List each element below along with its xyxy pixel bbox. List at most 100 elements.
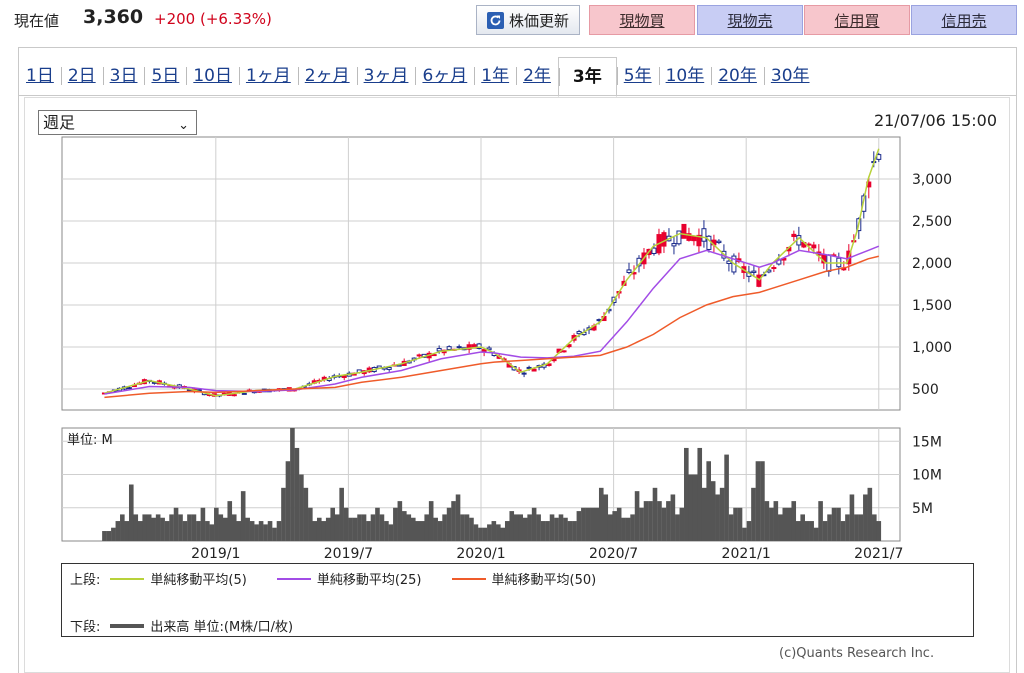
tab-5[interactable]: 1ヶ月 — [238, 57, 298, 95]
volume-bar — [858, 514, 864, 541]
volume-bar — [361, 514, 367, 541]
volume-bar — [214, 507, 219, 541]
refresh-price-button[interactable]: 株価更新 — [476, 5, 580, 35]
volume-bar — [482, 527, 488, 541]
tab-4[interactable]: 10日 — [186, 57, 239, 95]
x-tick-label: 2020/1 — [456, 546, 505, 562]
volume-bar — [518, 514, 524, 541]
candle-body — [386, 366, 392, 370]
candle-body — [716, 240, 722, 244]
cash-buy-button[interactable]: 現物買 — [589, 5, 695, 35]
volume-bar — [536, 514, 541, 541]
refresh-icon — [486, 11, 504, 29]
volume-bar — [675, 514, 680, 541]
tab-3[interactable]: 5日 — [144, 57, 186, 95]
margin-buy-button[interactable]: 信用買 — [804, 5, 910, 35]
volume-bar — [410, 517, 416, 541]
tab-1[interactable]: 2日 — [60, 57, 103, 95]
volume-bar — [572, 521, 577, 541]
volume-bar — [764, 501, 770, 541]
volume-bar — [218, 514, 224, 541]
candle-body — [751, 270, 757, 273]
tab-0[interactable]: 1日 — [26, 66, 54, 86]
tab-9[interactable]: 1年 — [474, 57, 516, 95]
candle-body — [676, 230, 682, 245]
volume-bar — [111, 527, 116, 541]
tab-14[interactable]: 20年 — [711, 57, 764, 95]
volume-bar — [205, 521, 210, 541]
interval-select[interactable]: 週足 ⌄ — [38, 110, 197, 135]
volume-bar — [549, 514, 555, 541]
interval-select-value: 週足 — [43, 113, 76, 132]
current-price-value: 3,360 — [83, 6, 144, 28]
volume-bar — [598, 487, 604, 541]
volume-bar — [106, 531, 112, 541]
candle-body — [486, 347, 492, 351]
volume-bar — [639, 507, 644, 541]
tab-10[interactable]: 2年 — [516, 57, 558, 95]
tab-12[interactable]: 5年 — [616, 57, 659, 95]
volume-bar — [831, 507, 837, 541]
volume-bar — [357, 514, 362, 541]
candle-body — [126, 387, 132, 390]
volume-bar — [652, 487, 658, 541]
candle-body — [241, 392, 247, 395]
volume-bar — [567, 521, 573, 541]
legend-volume: 出来高 単位:(M株/口/枚) — [150, 620, 294, 635]
volume-bar — [849, 494, 855, 541]
tab-11[interactable]: 3年 — [557, 57, 617, 97]
cash-sell-button[interactable]: 現物売 — [697, 5, 803, 35]
volume-bar — [706, 461, 711, 541]
y-tick-label: 2,500 — [912, 214, 952, 230]
volume-bar — [276, 521, 282, 541]
volume-bar — [173, 507, 179, 541]
margin-sell-button[interactable]: 信用売 — [911, 5, 1017, 35]
volume-bar — [433, 517, 438, 541]
volume-bar — [245, 517, 250, 541]
candle-body — [341, 375, 347, 378]
volume-bar — [294, 447, 300, 541]
candle-body — [561, 350, 567, 353]
volume-bar — [688, 474, 694, 541]
volume-bar — [509, 511, 515, 541]
tab-2[interactable]: 3日 — [102, 57, 145, 95]
candle-body — [681, 223, 687, 239]
volume-bar — [451, 501, 456, 541]
x-tick-label: 2021/7 — [854, 546, 903, 562]
tab-6[interactable]: 2ヶ月 — [297, 57, 357, 95]
tab-7[interactable]: 3ヶ月 — [356, 57, 416, 95]
volume-bar — [854, 514, 859, 541]
candle-body — [436, 348, 442, 352]
candle-body — [861, 195, 867, 212]
volume-bar — [406, 514, 412, 541]
tab-13[interactable]: 10年 — [658, 57, 712, 95]
volume-tick-label: 10M — [912, 468, 942, 484]
volume-bar — [258, 521, 264, 541]
volume-bar — [209, 524, 215, 541]
volume-bar — [178, 514, 183, 541]
volume-bar — [124, 521, 130, 541]
volume-bar — [603, 494, 609, 541]
volume-bar — [666, 501, 671, 541]
volume-bar — [120, 514, 125, 541]
volume-bar — [169, 514, 174, 541]
volume-bar — [625, 517, 631, 541]
volume-bar — [822, 521, 828, 541]
volume-bar — [728, 514, 734, 541]
volume-bar — [393, 507, 398, 541]
candle-body — [771, 267, 777, 270]
legend-lower-row: 下段: 出来高 単位:(M株/口/枚) — [70, 616, 293, 635]
volume-bar — [755, 461, 761, 541]
volume-bar — [643, 501, 649, 541]
price-change: +200 (+6.33%) — [154, 10, 272, 28]
volume-bar — [558, 514, 564, 541]
volume-bar — [388, 524, 394, 541]
volume-bar — [343, 507, 349, 541]
tab-8[interactable]: 6ヶ月 — [415, 57, 474, 95]
volume-bar — [737, 507, 743, 541]
tabs-divider — [19, 95, 1016, 96]
volume-bar — [339, 487, 344, 541]
volume-bar — [840, 521, 846, 541]
volume-bar — [576, 511, 582, 541]
tab-15[interactable]: 30年 — [763, 57, 817, 95]
